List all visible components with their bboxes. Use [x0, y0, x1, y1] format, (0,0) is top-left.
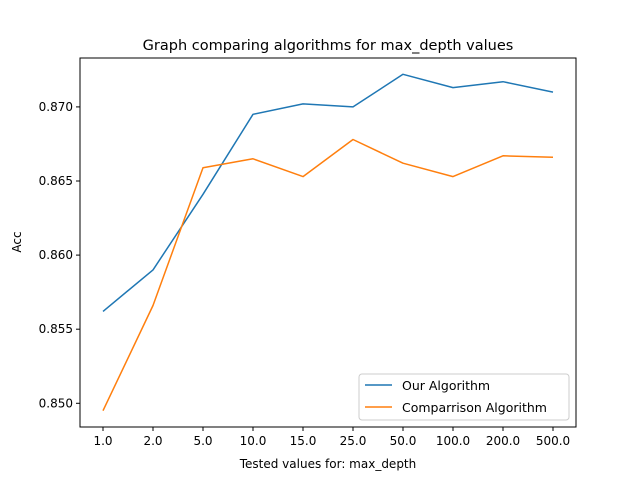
x-axis-label: Tested values for: max_depth [239, 457, 417, 471]
x-tick-label: 5.0 [193, 434, 212, 448]
y-tick-label: 0.855 [39, 322, 73, 336]
x-axis: 1.0 2.0 5.0 10.0 15.0 25.0 50.0 100.0 200.0 500.0 [93, 427, 570, 448]
series-layer [102, 73, 554, 412]
series-line-comparrison-algorithm [102, 138, 554, 412]
plot-area [79, 57, 577, 428]
legend: Our Algorithm Comparrison Algorithm [358, 373, 570, 421]
axes-frame [79, 57, 577, 428]
x-tick-label: 500.0 [536, 434, 570, 448]
legend-label-our-algorithm: Our Algorithm [402, 378, 490, 393]
y-tick-label: 0.850 [39, 396, 73, 410]
x-tick-label: 200.0 [486, 434, 520, 448]
series-line-our-algorithm [102, 73, 554, 312]
x-tick-label: 25.0 [340, 434, 367, 448]
chart-title: Graph comparing algorithms for max_depth… [143, 38, 514, 54]
x-tick-label: 2.0 [143, 434, 162, 448]
legend-box [358, 373, 570, 421]
x-tick-label: 15.0 [290, 434, 317, 448]
x-tick-label: 1.0 [93, 434, 112, 448]
x-tick-label: 100.0 [436, 434, 470, 448]
legend-label-comparrison-algorithm: Comparrison Algorithm [402, 400, 547, 415]
x-tick-label: 50.0 [390, 434, 417, 448]
x-tick-label: 10.0 [240, 434, 267, 448]
y-tick-label: 0.865 [39, 174, 73, 188]
y-axis: 0.850 0.855 0.860 0.865 0.870 [39, 100, 80, 410]
y-axis-label: Acc [10, 231, 24, 252]
y-tick-label: 0.870 [39, 100, 73, 114]
y-tick-label: 0.860 [39, 248, 73, 262]
